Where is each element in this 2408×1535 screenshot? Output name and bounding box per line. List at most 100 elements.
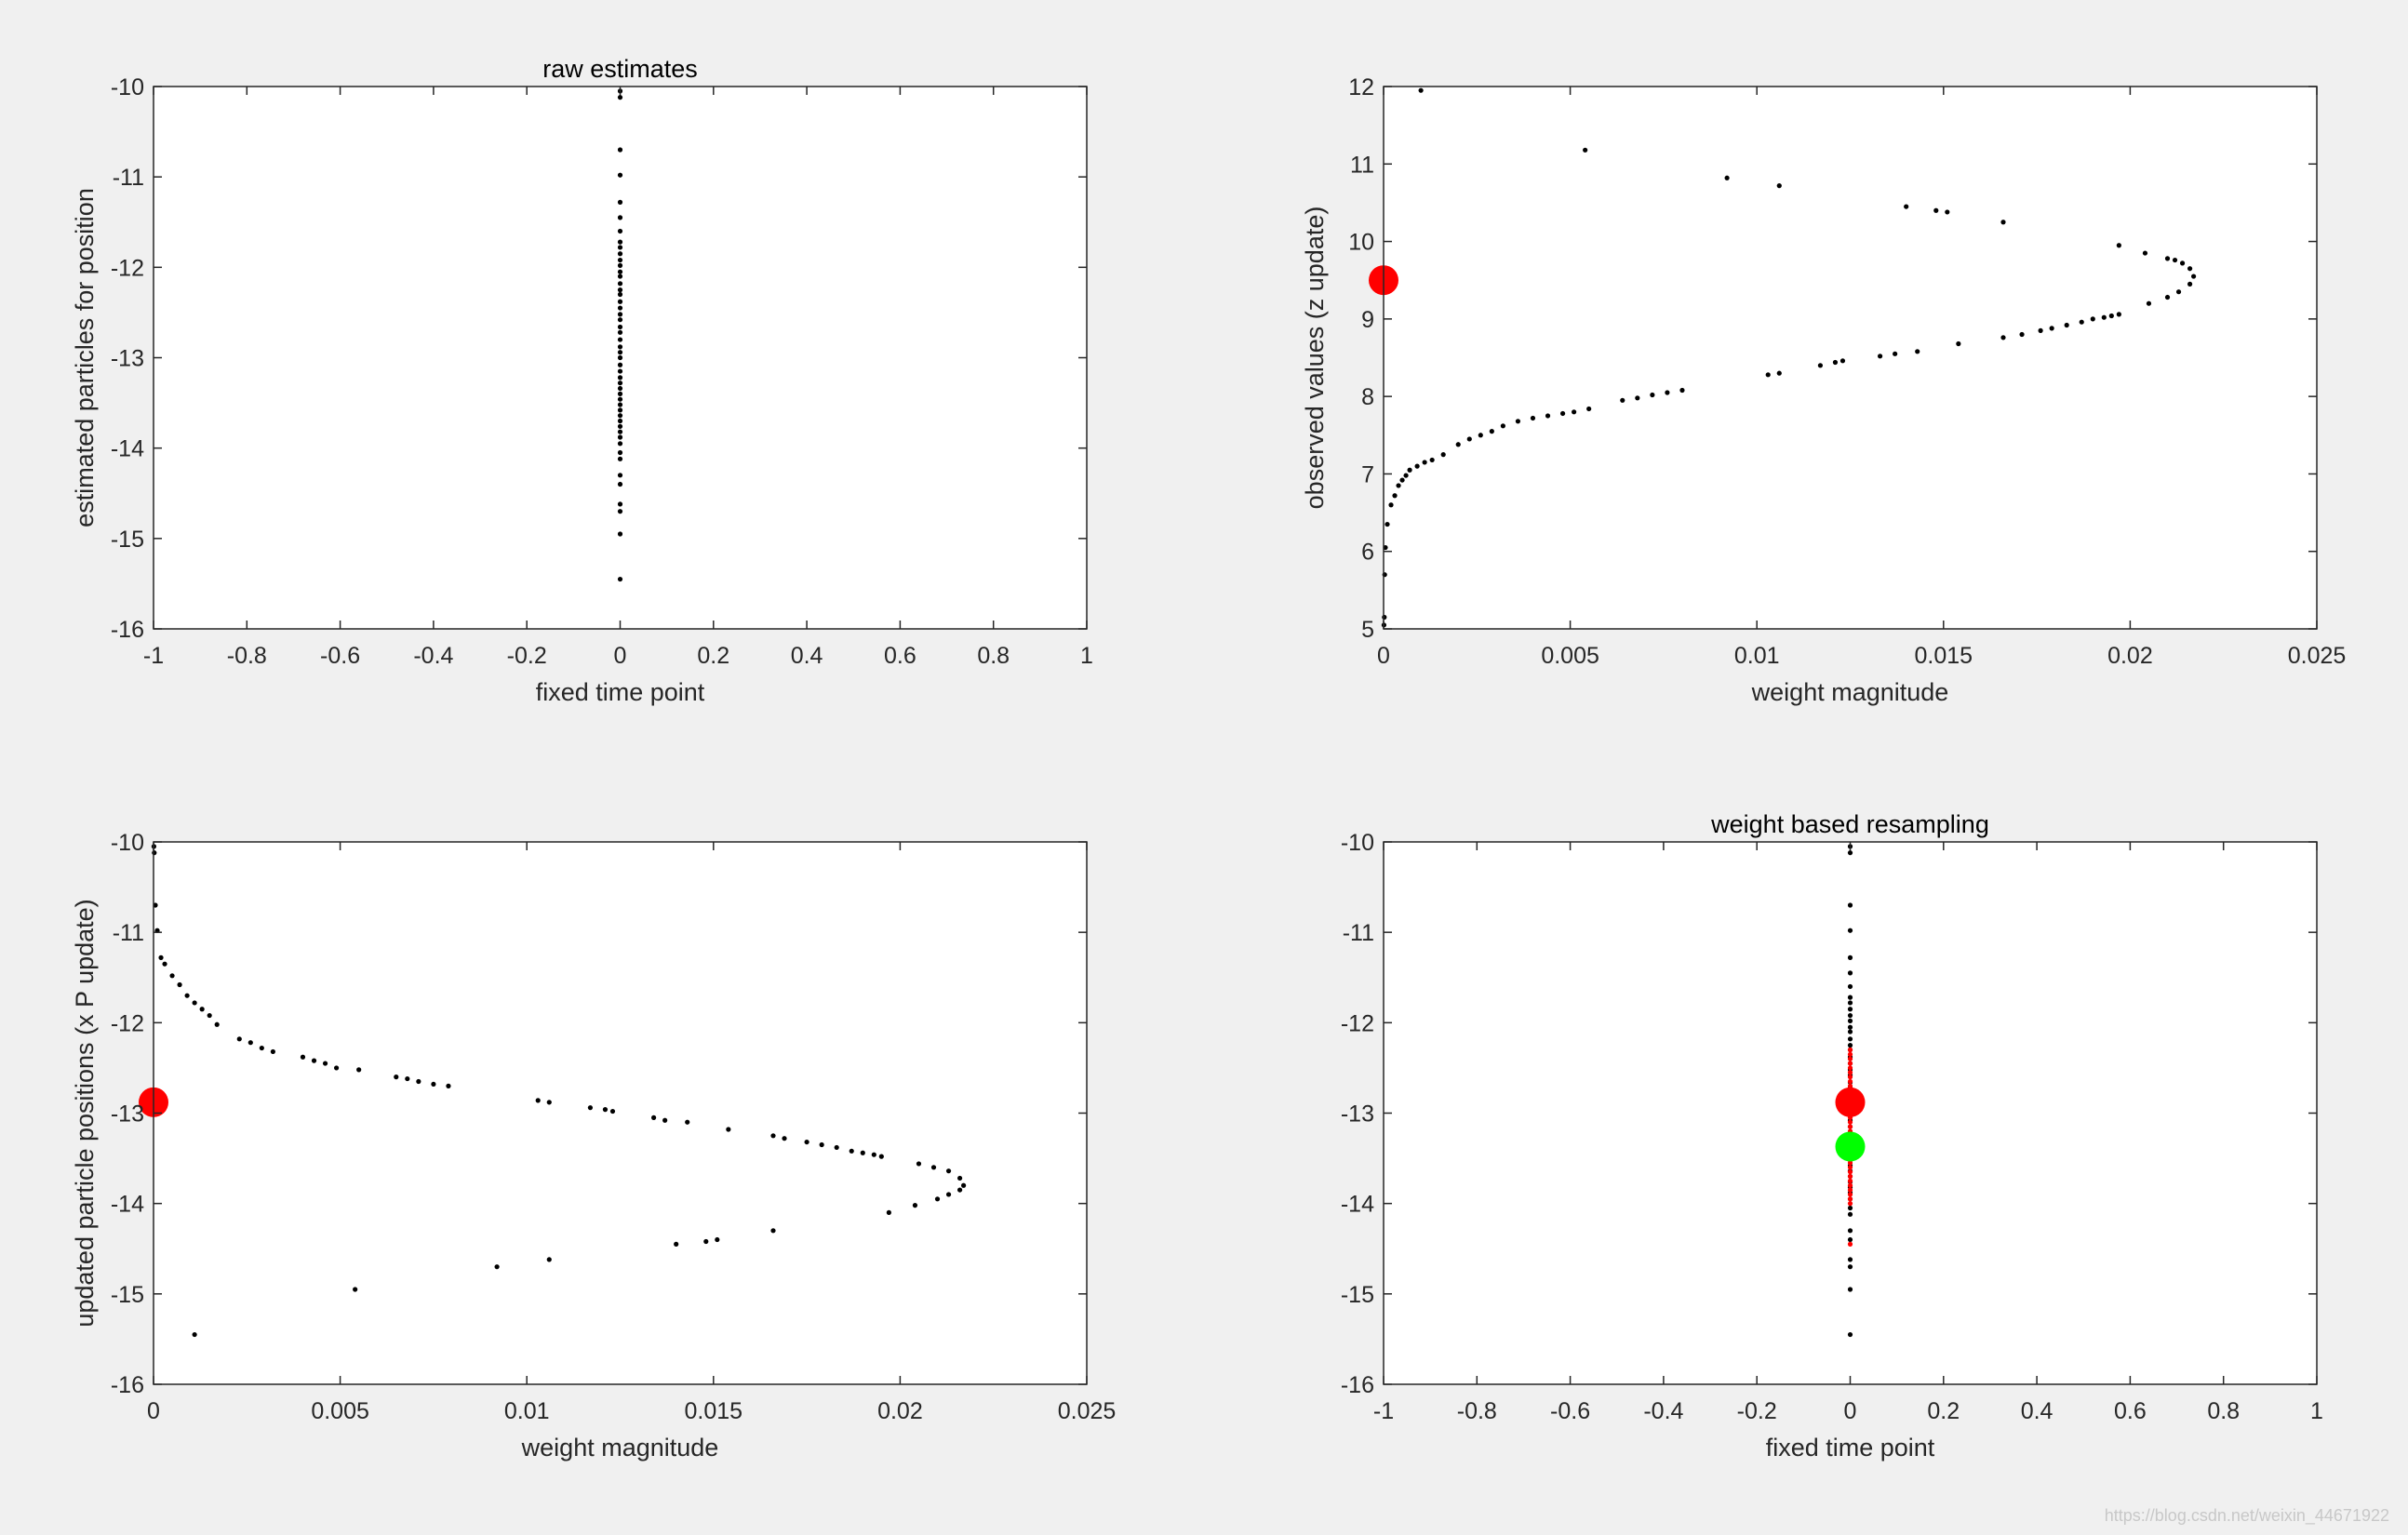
y-tick-label: -16	[1341, 1372, 1374, 1398]
data-point	[849, 1148, 854, 1154]
x-tick-label: -0.8	[227, 643, 267, 669]
data-point	[930, 1165, 937, 1170]
data-point	[1956, 340, 1961, 347]
data-point	[247, 1040, 253, 1046]
data-point	[609, 1108, 616, 1115]
data-point	[2116, 312, 2121, 317]
y-tick-label: -11	[113, 920, 144, 946]
plot-area	[1384, 87, 2317, 629]
data-point	[617, 329, 623, 335]
data-point	[1586, 406, 1592, 412]
data-point	[617, 172, 623, 178]
data-point	[199, 1007, 205, 1012]
watermark-text: https://blog.csdn.net/weixin_44671922	[2104, 1506, 2389, 1525]
data-point	[184, 993, 190, 998]
data-point	[617, 449, 623, 456]
data-point	[1650, 392, 1655, 398]
data-point	[617, 337, 623, 342]
data-point	[770, 1228, 776, 1234]
data-point	[617, 368, 623, 374]
data-point	[957, 1175, 963, 1181]
y-tick-label: 11	[1350, 152, 1374, 178]
data-point	[1915, 349, 1920, 354]
data-point	[1839, 358, 1846, 364]
data-point	[617, 375, 623, 380]
data-point	[1847, 983, 1853, 990]
data-point	[617, 215, 623, 220]
x-tick-label: -0.2	[507, 643, 547, 669]
data-point	[617, 305, 623, 311]
data-point	[1724, 175, 1730, 180]
x-tick-label: 0.02	[877, 1398, 923, 1424]
y-tick-label: 7	[1361, 461, 1374, 487]
data-point	[192, 1000, 197, 1006]
y-tick-label: -12	[111, 1010, 144, 1036]
data-point	[1679, 387, 1685, 394]
x-tick-label: 0.4	[2021, 1398, 2053, 1424]
x-tick-label: -0.6	[320, 643, 360, 669]
y-tick-label: 8	[1361, 384, 1374, 410]
data-point	[804, 1139, 809, 1145]
y-tick-label: -13	[111, 1101, 144, 1128]
data-point	[934, 1196, 941, 1202]
x-tick-label: 0.005	[1541, 643, 1599, 669]
data-point	[617, 385, 623, 392]
data-point	[617, 418, 623, 424]
data-point	[1399, 477, 1405, 483]
data-point	[617, 251, 623, 257]
x-tick-label: 0.8	[977, 643, 1010, 669]
data-point	[617, 423, 623, 429]
data-point	[957, 1187, 963, 1193]
data-point	[617, 291, 623, 298]
data-point	[1847, 970, 1853, 976]
axes-box	[1383, 86, 2318, 630]
data-point	[1847, 1257, 1853, 1262]
chart-title: weight based resampling	[1710, 810, 1989, 838]
data-point	[1847, 1236, 1853, 1243]
data-points	[1835, 844, 1866, 1338]
data-point	[1945, 209, 1950, 215]
data-point	[158, 954, 164, 960]
data-point	[1429, 457, 1435, 463]
data-point	[1847, 954, 1853, 960]
subplot-raw-estimates: -1 -0.8 -0.6 -0.4 -0.2 0 0.2 0.4 0.6 0.8 1 -16 -15 -1…	[71, 55, 1093, 706]
data-point	[726, 1127, 731, 1132]
y-tick-label: -10	[111, 830, 144, 856]
y-tick-label: -13	[111, 346, 144, 372]
x-axis-label: fixed time point	[1766, 1434, 1935, 1462]
data-point	[2038, 327, 2043, 333]
y-tick-label: -15	[111, 527, 144, 553]
data-point	[1530, 415, 1536, 421]
subplot-observed-values: 0 0.005 0.01 0.015 0.02 0.025 5 6 7 8 9 10 11 12 weig…	[1301, 74, 2346, 706]
y-tick-label: -14	[111, 436, 144, 462]
data-point	[617, 531, 623, 537]
data-point	[1388, 502, 1394, 508]
data-point	[2108, 313, 2114, 319]
x-tick-label: -0.8	[1457, 1398, 1497, 1424]
x-tick-label: 0.015	[685, 1398, 743, 1424]
y-tick-label: -14	[111, 1192, 144, 1218]
data-point	[617, 501, 623, 507]
axis-ticks: -1 -0.8 -0.6 -0.4 -0.2 0 0.2 0.4 0.6 0.8 1 -16 -15 -1…	[111, 74, 1093, 669]
data-point	[192, 1331, 197, 1338]
x-tick-label: -0.6	[1550, 1398, 1590, 1424]
data-point	[1847, 1201, 1853, 1207]
data-point	[617, 456, 623, 461]
data-point	[961, 1182, 967, 1188]
data-point	[1500, 423, 1505, 429]
data-point	[1847, 1165, 1853, 1170]
x-tick-label: -0.4	[1643, 1398, 1683, 1424]
x-tick-label: 0.6	[884, 643, 916, 669]
data-point	[1407, 467, 1412, 473]
data-point	[405, 1075, 410, 1082]
data-point	[916, 1161, 922, 1167]
axis-ticks: 0 0.005 0.01 0.015 0.02 0.025 -16 -15 -14 -13 -12 -…	[111, 830, 1116, 1424]
data-point	[782, 1136, 787, 1141]
data-point	[617, 95, 623, 100]
x-axis-label: weight magnitude	[1751, 678, 1949, 706]
data-point	[2000, 220, 2006, 225]
x-tick-label: 0.01	[1734, 643, 1780, 669]
data-point	[1847, 1205, 1853, 1211]
data-point	[617, 429, 623, 434]
data-point	[2049, 326, 2054, 331]
